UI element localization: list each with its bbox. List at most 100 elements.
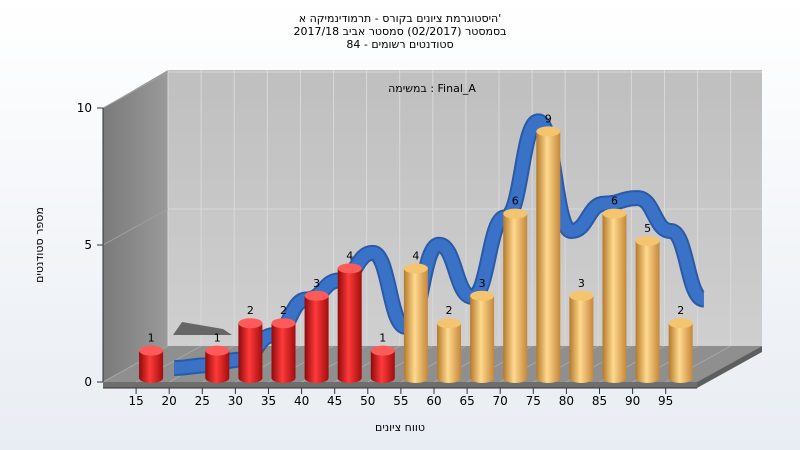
x-axis-ticks: 15 20 25 30 35 40 45 50 55 60 65 70 75 80 85 90 95 — [128, 388, 673, 408]
data-label: 4 — [346, 249, 353, 262]
bar-65: 3 — [470, 277, 495, 383]
bar-body — [635, 241, 660, 383]
x-tick-label: 55 — [393, 394, 408, 408]
bar-85: 6 — [602, 195, 627, 383]
x-tick-label: 90 — [625, 394, 640, 408]
chart-title-line-3: סטודנטים רשומים - 84 — [346, 38, 453, 51]
bar-90: 5 — [635, 222, 660, 383]
bar-top — [304, 290, 329, 301]
bar-15: 1 — [139, 332, 164, 383]
data-label: 4 — [412, 249, 419, 262]
x-tick-label: 80 — [559, 394, 574, 408]
x-tick-label: 40 — [294, 394, 309, 408]
bar-top — [437, 318, 461, 329]
bar-60: 2 — [437, 304, 461, 383]
bar-top — [271, 318, 296, 329]
bar-top — [370, 345, 395, 356]
bar-body — [470, 295, 495, 383]
chart-title-line-2: בסמסטר (02/2017) סמסטר אביב 2017/18 — [293, 25, 506, 38]
bar-80: 3 — [569, 277, 594, 383]
bar-body — [602, 213, 627, 383]
bar-top — [602, 208, 627, 219]
bars: 1 1 2 2 3 4 1 4 2 3 6 9 3 6 5 2 — [139, 112, 693, 383]
floor-right-edge — [697, 346, 762, 388]
data-label: 2 — [280, 304, 287, 317]
back-wall — [168, 70, 762, 346]
zero-value-slab — [173, 322, 232, 335]
x-tick-label: 85 — [592, 394, 607, 408]
x-tick-label: 65 — [459, 394, 474, 408]
data-label: 9 — [545, 112, 552, 125]
bar-top — [635, 236, 660, 246]
data-label: 6 — [611, 195, 618, 208]
bar-top — [139, 345, 164, 356]
bar-body — [437, 323, 461, 383]
bar-top — [205, 345, 230, 356]
bar-body — [304, 295, 329, 383]
x-axis-label: טווח ציונים — [375, 421, 425, 434]
data-label: 3 — [578, 277, 585, 290]
bar-25: 1 — [205, 332, 230, 383]
bar-70: 6 — [503, 195, 528, 383]
x-tick-label: 20 — [162, 394, 177, 408]
x-tick-label: 35 — [261, 394, 276, 408]
bar-top — [536, 126, 561, 137]
grid-line-side — [102, 208, 169, 246]
bar-body — [503, 213, 528, 383]
bar-top — [569, 290, 594, 301]
x-tick-label: 45 — [327, 394, 342, 408]
bar-body — [271, 323, 296, 383]
bar-top — [503, 208, 528, 219]
data-label: 2 — [247, 304, 254, 317]
bar-body — [536, 131, 561, 383]
x-tick-label: 95 — [658, 394, 673, 408]
bar-body — [668, 323, 693, 383]
bar-body — [569, 295, 594, 383]
bar-30: 2 — [238, 304, 263, 383]
data-label: 2 — [446, 304, 453, 317]
y-tick-label: 5 — [84, 238, 92, 252]
bar-95: 2 — [668, 304, 693, 383]
grid-line-side — [102, 71, 169, 109]
x-tick-label: 30 — [228, 394, 243, 408]
data-label: 2 — [677, 304, 684, 317]
bar-body — [403, 268, 428, 383]
data-label: 1 — [379, 332, 386, 345]
bar-50: 1 — [370, 332, 395, 383]
bar-top — [403, 263, 428, 274]
bar-top — [470, 290, 495, 301]
bar-body — [238, 323, 263, 383]
bar-75: 9 — [536, 112, 561, 383]
bar-35: 2 — [271, 304, 296, 383]
data-label: 5 — [644, 222, 651, 235]
bar-top — [668, 318, 693, 329]
x-tick-label: 15 — [128, 394, 143, 408]
bar-top — [238, 318, 263, 329]
x-tick-label: 70 — [493, 394, 508, 408]
y-axis-label: מספר סטודנטים — [33, 207, 46, 283]
bar-40: 3 — [304, 277, 329, 383]
bar-55: 4 — [403, 249, 428, 383]
floor-front-edge — [103, 382, 697, 388]
chart-title-line-1: היסטוגרמת ציונים בקורס - תרמודינמיקה א' — [299, 12, 502, 25]
x-tick-label: 50 — [360, 394, 375, 408]
bar-body — [205, 350, 230, 383]
y-tick-label: 0 — [84, 375, 92, 389]
data-label: 3 — [479, 277, 486, 290]
bar-body — [337, 268, 362, 383]
bar-top — [337, 263, 362, 274]
y-axis-ticks: 0 5 10 — [77, 101, 103, 389]
x-tick-label: 60 — [426, 394, 441, 408]
data-label: 6 — [512, 195, 519, 208]
x-tick-label: 25 — [195, 394, 210, 408]
data-label: 1 — [148, 332, 155, 345]
bar-body — [370, 350, 395, 383]
data-label: 3 — [313, 277, 320, 290]
bar-45: 4 — [337, 249, 362, 383]
data-label: 1 — [214, 332, 221, 345]
bar-body — [139, 350, 164, 383]
x-tick-label: 75 — [526, 394, 541, 408]
y-tick-label: 10 — [77, 101, 92, 115]
chart-subtitle: במשימה : Final_A — [388, 82, 476, 95]
